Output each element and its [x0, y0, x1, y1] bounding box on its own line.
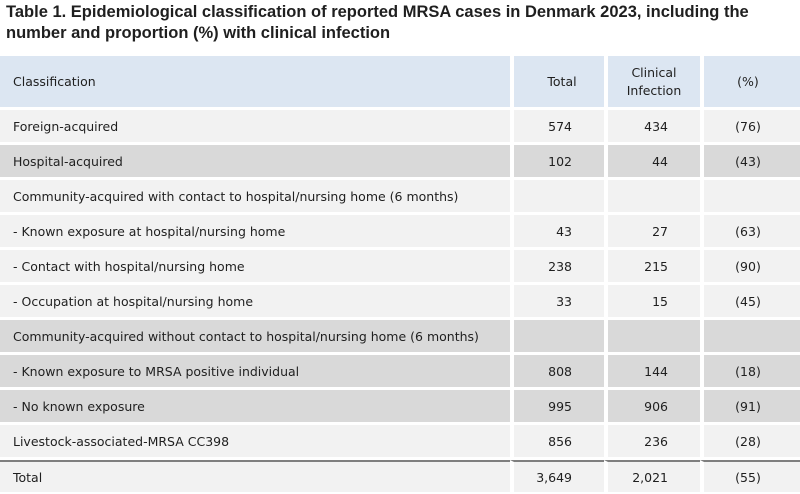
- row-percent: (28): [700, 425, 800, 460]
- row-label: Foreign-acquired: [0, 110, 510, 145]
- header-percent: (%): [700, 56, 800, 110]
- total-label: Total: [0, 460, 510, 492]
- table-total-row: Total 3,649 2,021 (55): [0, 460, 800, 492]
- row-label: - Known exposure to MRSA positive indivi…: [0, 355, 510, 390]
- row-total: 995: [510, 390, 604, 425]
- total-percent: (55): [700, 460, 800, 492]
- row-clinical: 27: [604, 215, 700, 250]
- row-total: 856: [510, 425, 604, 460]
- row-percent: (45): [700, 285, 800, 320]
- row-label: Community-acquired without contact to ho…: [0, 320, 510, 355]
- row-percent: (18): [700, 355, 800, 390]
- table-row: - Known exposure at hospital/nursing hom…: [0, 215, 800, 250]
- row-clinical: [604, 320, 700, 355]
- row-total: [510, 180, 604, 215]
- header-total: Total: [510, 56, 604, 110]
- header-clinical-infection: Clinical Infection: [604, 56, 700, 110]
- table-row: Hospital-acquired 102 44 (43): [0, 145, 800, 180]
- row-percent: (43): [700, 145, 800, 180]
- row-clinical: [604, 180, 700, 215]
- total-total: 3,649: [510, 460, 604, 492]
- table-row: Community-acquired without contact to ho…: [0, 320, 800, 355]
- row-percent: (76): [700, 110, 800, 145]
- table-row: - Occupation at hospital/nursing home 33…: [0, 285, 800, 320]
- row-label: - Known exposure at hospital/nursing hom…: [0, 215, 510, 250]
- row-label: - Contact with hospital/nursing home: [0, 250, 510, 285]
- header-clinical-line2: Infection: [626, 82, 682, 98]
- row-label: Hospital-acquired: [0, 145, 510, 180]
- row-clinical: 906: [604, 390, 700, 425]
- header-classification: Classification: [0, 56, 510, 110]
- header-clinical-line1: Clinical: [631, 64, 677, 80]
- row-total: 808: [510, 355, 604, 390]
- row-percent: (91): [700, 390, 800, 425]
- row-total: [510, 320, 604, 355]
- row-percent: (90): [700, 250, 800, 285]
- row-clinical: 144: [604, 355, 700, 390]
- row-total: 238: [510, 250, 604, 285]
- row-clinical: 44: [604, 145, 700, 180]
- table-row: - Contact with hospital/nursing home 238…: [0, 250, 800, 285]
- row-percent: (63): [700, 215, 800, 250]
- table-row: - No known exposure 995 906 (91): [0, 390, 800, 425]
- row-clinical: 434: [604, 110, 700, 145]
- row-clinical: 15: [604, 285, 700, 320]
- row-label: - Occupation at hospital/nursing home: [0, 285, 510, 320]
- row-label: Livestock-associated-MRSA CC398: [0, 425, 510, 460]
- row-percent: [700, 320, 800, 355]
- row-clinical: 215: [604, 250, 700, 285]
- row-total: 574: [510, 110, 604, 145]
- table-title: Table 1. Epidemiological classification …: [6, 3, 749, 42]
- table-row: - Known exposure to MRSA positive indivi…: [0, 355, 800, 390]
- total-clinical: 2,021: [604, 460, 700, 492]
- table-row: Foreign-acquired 574 434 (76): [0, 110, 800, 145]
- table-row: Community-acquired with contact to hospi…: [0, 180, 800, 215]
- row-clinical: 236: [604, 425, 700, 460]
- table-row: Livestock-associated-MRSA CC398 856 236 …: [0, 425, 800, 460]
- row-total: 102: [510, 145, 604, 180]
- row-total: 33: [510, 285, 604, 320]
- table-header-row: Classification Total Clinical Infection …: [0, 56, 800, 110]
- row-percent: [700, 180, 800, 215]
- row-total: 43: [510, 215, 604, 250]
- row-label: - No known exposure: [0, 390, 510, 425]
- mrsa-classification-table: Classification Total Clinical Infection …: [0, 56, 800, 492]
- row-label: Community-acquired with contact to hospi…: [0, 180, 510, 215]
